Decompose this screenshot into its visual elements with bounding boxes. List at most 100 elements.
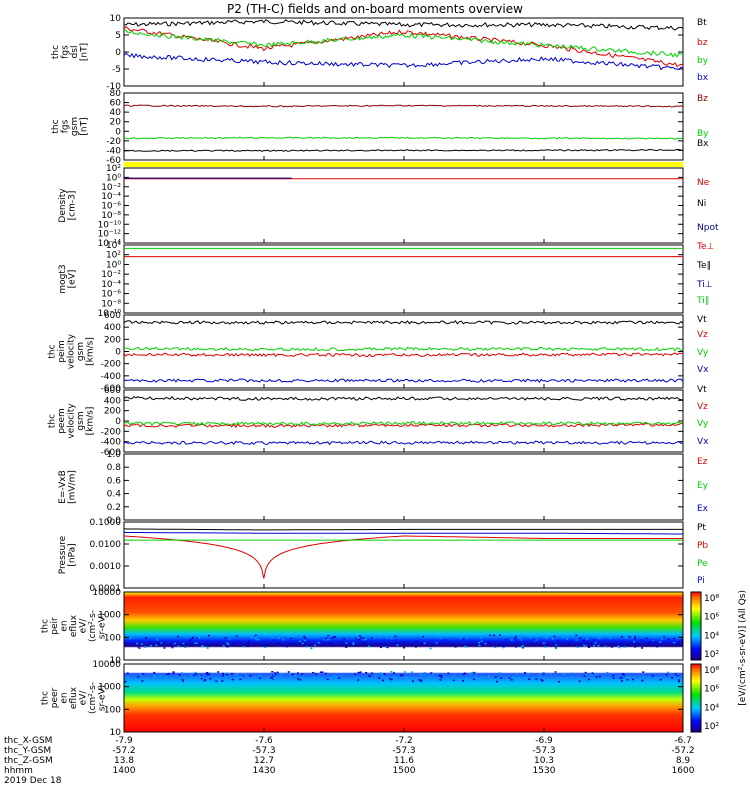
spectrogram-noise xyxy=(264,646,267,649)
y-axis-label-line: (cm²-s- xyxy=(88,610,98,642)
spectrogram-noise xyxy=(584,671,587,674)
spectrogram-noise xyxy=(381,679,384,682)
spectrogram-noise xyxy=(495,680,498,683)
spectrogram-noise xyxy=(635,642,638,645)
legend-Vy: Vy xyxy=(697,419,709,429)
spectrogram-noise xyxy=(515,673,518,675)
spectrogram-noise xyxy=(666,671,669,674)
spectrogram-noise xyxy=(154,675,157,678)
spectrogram-noise xyxy=(326,678,329,681)
y-axis-label-line: E=-VxB xyxy=(58,470,68,504)
spectrogram-noise xyxy=(422,635,425,638)
spectrogram-noise xyxy=(428,674,431,677)
spectrogram-noise xyxy=(321,644,324,646)
y-tick-label: -600 xyxy=(101,384,122,394)
y-axis-label: thcpeemvelocitygsm[km/s] xyxy=(48,403,96,439)
spectrogram-noise xyxy=(177,645,180,647)
spectrogram-noise xyxy=(627,677,630,680)
spectrogram-noise xyxy=(528,678,531,681)
y-axis-label-line: peim xyxy=(57,340,67,363)
spectrogram-noise xyxy=(209,672,212,674)
y-tick-label: -20 xyxy=(106,137,121,147)
legend-Ti⊥: Ti⊥ xyxy=(696,280,713,290)
spectrogram-noise xyxy=(454,646,457,648)
spectrogram-noise xyxy=(423,674,426,677)
spectrogram-noise xyxy=(160,675,163,678)
spectrogram-noise xyxy=(435,642,438,644)
y-tick-label: -5 xyxy=(112,65,121,75)
spectrogram-noise xyxy=(567,643,570,645)
series-Pt xyxy=(124,528,683,531)
spectrogram-noise xyxy=(182,642,185,645)
y-axis-label-line: en xyxy=(60,620,70,631)
y-tick-label: 0.4 xyxy=(107,490,122,500)
y-axis-label: thcfgsdsl[nT] xyxy=(51,43,90,61)
y-tick-label: 10 xyxy=(110,728,122,738)
y-tick-label: 10⁻⁶ xyxy=(101,290,121,300)
spectrogram-noise xyxy=(631,635,634,638)
spectrogram-noise xyxy=(308,636,311,638)
y-tick-label: 0.6 xyxy=(107,476,122,486)
spectrogram-noise xyxy=(195,673,198,675)
spectrogram-noise xyxy=(242,646,245,648)
spectrogram-noise xyxy=(535,678,538,680)
spectrogram-noise xyxy=(126,672,129,675)
spectrogram-noise xyxy=(155,644,158,646)
legend-Ne: Ne xyxy=(697,178,710,188)
spectrogram-noise xyxy=(363,639,366,641)
spectrogram-noise xyxy=(560,679,563,682)
spectrogram-peir_eflux xyxy=(124,592,683,660)
spectrogram-noise xyxy=(673,637,676,640)
spectrogram-noise xyxy=(529,636,532,638)
spectrogram-noise xyxy=(484,642,487,645)
spectrogram-noise xyxy=(224,637,227,639)
spectrogram-noise xyxy=(419,678,422,680)
spectrogram-noise xyxy=(478,644,481,647)
spectrogram-noise xyxy=(414,640,417,643)
spectrogram-noise xyxy=(419,679,422,681)
spectrogram-noise xyxy=(298,640,301,643)
spectrogram-noise xyxy=(469,674,472,676)
colorbar-scale xyxy=(690,663,702,733)
spectrogram-noise xyxy=(479,636,482,639)
spectrogram-noise xyxy=(385,646,388,648)
spectrogram-noise xyxy=(350,680,353,682)
spectrogram-noise xyxy=(576,646,579,648)
spectrogram-noise xyxy=(319,679,322,682)
spectrogram-noise xyxy=(332,675,335,678)
spectrogram-noise xyxy=(462,673,465,675)
spectrogram-noise xyxy=(505,638,508,641)
spectrogram-noise xyxy=(635,635,638,637)
panels-layer: 1050-5-10thcfgsdsl[nT]Btbzbybx806040200-… xyxy=(41,14,719,738)
y-axis-label-line: [km/s] xyxy=(86,407,96,436)
y-axis-label-line: sr-eV) xyxy=(98,613,108,639)
spectrogram-noise xyxy=(456,635,459,638)
time-axis-value: 1600 xyxy=(672,766,695,776)
spectrogram-noise xyxy=(365,671,368,674)
spectrogram-noise xyxy=(480,640,483,643)
spectrogram-noise xyxy=(374,674,377,676)
spectrogram-noise xyxy=(611,646,614,648)
spectrogram-noise xyxy=(386,646,389,649)
spectrogram-noise xyxy=(623,646,626,648)
spectrogram-noise xyxy=(620,677,623,679)
spectrogram-noise xyxy=(405,676,408,679)
legend-Pb: Pb xyxy=(697,541,708,551)
y-axis-label: Density[cm-3] xyxy=(58,188,78,223)
panel-frame xyxy=(123,521,684,589)
spectrogram-noise xyxy=(623,674,626,676)
spectrogram-noise xyxy=(612,677,615,679)
spectrogram-noise xyxy=(418,679,421,681)
spectrogram-noise xyxy=(403,671,406,673)
spectrogram-noise xyxy=(145,637,148,639)
panel-frame xyxy=(123,453,684,521)
series-Vy xyxy=(123,421,684,426)
spectrogram-noise xyxy=(226,646,229,648)
spectrogram-noise xyxy=(213,679,216,682)
spectrogram-noise xyxy=(190,635,193,637)
legend-by: by xyxy=(697,56,709,66)
spectrogram-noise xyxy=(402,646,405,649)
spectrogram-noise xyxy=(341,644,344,647)
y-tick-label: 0.0001 xyxy=(90,584,122,594)
panel-efield: 1.0 0.8 0.6 0.4 0.2 0.0 E=-VxB[mV/m] Ez Ey Ex xyxy=(58,450,709,526)
